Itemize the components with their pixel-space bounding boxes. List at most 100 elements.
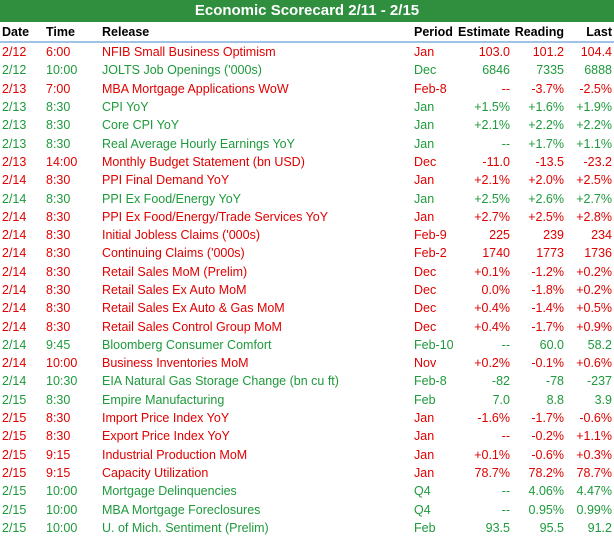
cell: 7:00 [46, 81, 71, 96]
cell: Dec [414, 283, 437, 297]
cell: +0.2% [576, 264, 612, 279]
column-header: Date [0, 22, 44, 43]
cell: Feb-2 [414, 246, 447, 261]
cell: Jan [414, 173, 435, 188]
cell: Monthly Budget Statement (bn USD) [102, 154, 305, 169]
cell: 2/14 [2, 209, 27, 224]
cell: 2/15 [2, 411, 27, 426]
row: 2/14 10:00 Business Inventories MoM Nov +0.2… [0, 354, 614, 372]
cell: Feb-9 [414, 228, 447, 243]
cell: -- [501, 81, 510, 96]
cell: 2/15 [2, 465, 27, 480]
cell: -3.7% [531, 81, 564, 96]
cell: 4.06% [528, 484, 564, 499]
cell: 95.5 [539, 520, 564, 535]
cell: +1.5% [474, 100, 510, 115]
cell: 2/15 [2, 502, 27, 517]
cell: 10:00 [46, 356, 78, 371]
cell: 0.99% [576, 502, 612, 517]
cell: 2/15 [2, 520, 27, 535]
cell: 9:45 [46, 337, 71, 352]
cell: 0.95% [528, 502, 564, 517]
cell: -- [501, 337, 510, 352]
cell: 8:30 [46, 392, 71, 407]
cell: Retail Sales Ex Auto & Gas MoM [102, 301, 285, 316]
cell: 8.8 [546, 392, 564, 407]
row: 2/14 8:30 Initial Jobless Claims ('000s) Fe… [0, 226, 614, 244]
cell: Mortgage Delinquencies [102, 484, 237, 499]
cell: 225 [489, 228, 510, 243]
cell: Jan [414, 100, 435, 115]
cell: 8:30 [46, 264, 71, 279]
cell: -1.4% [531, 301, 564, 316]
cell: Feb [414, 392, 436, 407]
cell: Feb [414, 520, 436, 535]
cell: +0.9% [576, 319, 612, 334]
column-header: Release [100, 22, 412, 43]
cell: 10:00 [46, 520, 78, 535]
cell: PPI Ex Food/Energy/Trade Services YoY [102, 209, 329, 224]
row: 2/15 9:15 Industrial Production MoM Jan +0.1… [0, 446, 614, 464]
cell: JOLTS Job Openings ('000s) [102, 63, 262, 78]
row: 2/15 10:00 Mortgage Delinquencies Q4 -- 4.06%… [0, 482, 614, 500]
cell: 10:00 [46, 502, 78, 517]
cell: 1736 [584, 246, 612, 261]
cell: +1.1% [576, 136, 612, 151]
cell: 2/14 [2, 173, 27, 188]
cell: 8:30 [46, 228, 71, 243]
cell: +0.2% [474, 356, 510, 371]
row: 2/12 10:00 JOLTS Job Openings ('000s) Dec 68… [0, 61, 614, 79]
cell: Jan [414, 136, 435, 151]
cell: +2.2% [528, 118, 564, 133]
cell: -- [501, 429, 510, 444]
cell: 8:30 [46, 191, 71, 206]
cell: 8:30 [46, 429, 71, 444]
cell: 93.5 [485, 520, 510, 535]
cell: +0.5% [576, 301, 612, 316]
table: Date Time Release Period Estimate Reading Last… [0, 22, 614, 537]
row: 2/14 8:30 Retail Sales Ex Auto & Gas MoM De… [0, 299, 614, 317]
cell: Export Price Index YoY [102, 429, 230, 444]
cell: -- [501, 136, 510, 151]
cell: Jan [414, 191, 435, 206]
row: 2/14 8:30 PPI Final Demand YoY Jan +2.1% +2.0… [0, 171, 614, 189]
cell: -0.6% [531, 447, 564, 462]
cell: 2/14 [2, 356, 27, 371]
cell: +1.7% [528, 136, 564, 151]
cell: Dec [414, 63, 437, 78]
cell: 2/15 [2, 447, 27, 462]
cell: 8:30 [46, 100, 71, 115]
cell: 9:15 [46, 465, 71, 480]
cell: 2/15 [2, 429, 27, 444]
cell: +2.1% [474, 173, 510, 188]
cell: Nov [414, 356, 437, 371]
cell: +2.6% [528, 191, 564, 206]
cell: 2/14 [2, 228, 27, 243]
cell: 2/13 [2, 81, 27, 96]
cell: 4.47% [576, 484, 612, 499]
cell: 10:00 [46, 63, 78, 78]
cell: 14:00 [46, 154, 78, 169]
row: 2/13 8:30 Real Average Hourly Earnings YoY… [0, 134, 614, 152]
cell: 2/15 [2, 484, 27, 499]
cell: +2.5% [528, 209, 564, 224]
cell: +1.9% [576, 100, 612, 115]
cell: U. of Mich. Sentiment (Prelim) [102, 520, 269, 535]
cell: MBA Mortgage Applications WoW [102, 81, 289, 96]
row: 2/14 9:45 Bloomberg Consumer Comfort Feb-10… [0, 336, 614, 354]
cell: 8:30 [46, 411, 71, 426]
cell: +0.1% [474, 447, 510, 462]
row: 2/13 8:30 Core CPI YoY Jan +2.1% +2.2% +2.2% [0, 116, 614, 134]
cell: 2/14 [2, 246, 27, 261]
cell: Feb-10 [414, 337, 454, 352]
cell: 2/13 [2, 100, 27, 115]
cell: 10:30 [46, 374, 78, 389]
cell: Q4 [414, 502, 431, 517]
cell: PPI Final Demand YoY [102, 173, 230, 188]
cell: 8:30 [46, 173, 71, 188]
column-header: Estimate [456, 22, 512, 43]
cell: 2/14 [2, 191, 27, 206]
cell: 2/14 [2, 283, 27, 297]
cell: -237 [586, 374, 612, 389]
